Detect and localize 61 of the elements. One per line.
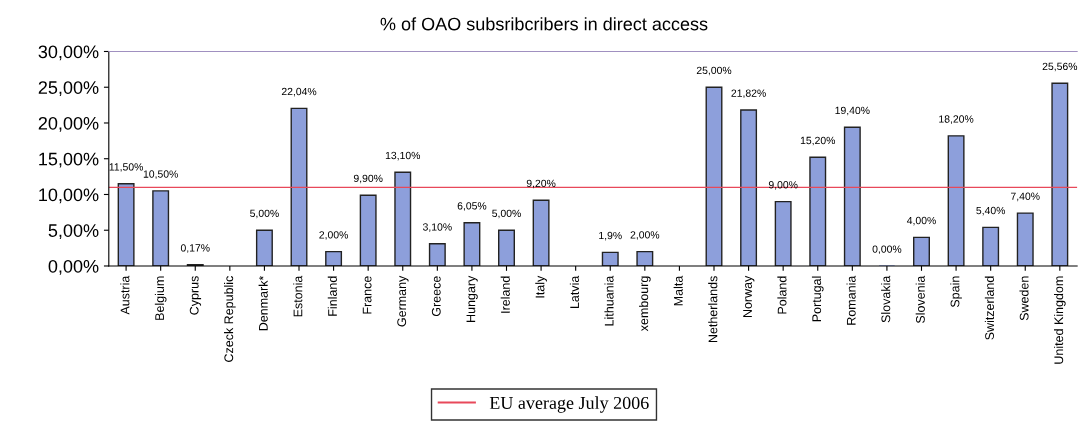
- x-tick-label: Austria: [120, 275, 130, 315]
- x-tick-label: Sweden: [1019, 276, 1029, 321]
- y-tick-label: 20,00%: [38, 116, 99, 132]
- y-tick-label: 25,00%: [38, 81, 99, 97]
- x-tick-label: Netherlands: [708, 276, 718, 343]
- data-label: 18,20%: [939, 115, 974, 124]
- data-label: 9,20%: [526, 179, 556, 189]
- data-label: 3,10%: [422, 223, 452, 232]
- data-label: 2,00%: [319, 231, 348, 240]
- y-tick-label: 15,00%: [39, 152, 99, 168]
- data-label: 1,9%: [599, 231, 622, 241]
- x-tick-label: Cyprus: [189, 276, 202, 315]
- x-tick-label: Slovakia: [881, 275, 891, 323]
- y-tick-label: 30,00%: [38, 45, 99, 61]
- data-label: 4,00%: [906, 216, 936, 226]
- x-tick-label: Slovenia: [915, 275, 925, 324]
- x-tick-label: Malta: [673, 275, 683, 306]
- data-label: 5,00%: [492, 209, 521, 219]
- x-tick-label: France: [362, 276, 372, 314]
- x-tick-label: Estonia: [293, 275, 303, 317]
- data-label: 15,20%: [800, 136, 836, 146]
- x-tick-label: Latvia: [569, 275, 580, 309]
- x-tick-label: Spain: [950, 276, 962, 308]
- data-label: 0,00%: [872, 245, 902, 255]
- x-tick-label: Portugal: [811, 276, 824, 322]
- data-label: 6,05%: [457, 202, 487, 211]
- data-label: 5,00%: [250, 209, 279, 219]
- x-tick-label: Belgium: [154, 276, 167, 320]
- y-tick-label: 10,00%: [39, 188, 99, 204]
- y-tick-label: 5,00%: [48, 224, 99, 240]
- x-tick-label: Greece: [431, 276, 441, 317]
- data-label: 21,82%: [731, 89, 766, 99]
- x-tick-label: Ireland: [500, 276, 510, 313]
- y-tick-label: 0,00%: [48, 259, 99, 275]
- legend-label: EU average July 2006: [489, 396, 649, 413]
- chart-title: % of OAO subsribcribers in direct access: [380, 17, 708, 31]
- data-label: 25,00%: [696, 66, 732, 76]
- x-tick-label: Hungary: [466, 275, 478, 322]
- x-tick-label: xembourg: [639, 276, 651, 332]
- data-label: 13,10%: [385, 151, 421, 161]
- data-label: 10,50%: [143, 170, 178, 179]
- data-label: 11,50%: [109, 163, 143, 172]
- data-label: 2,00%: [630, 231, 660, 240]
- x-tick-label: Italy: [535, 275, 547, 298]
- x-tick-label: Denmark*: [258, 275, 268, 331]
- x-tick-label: Poland: [777, 276, 787, 314]
- x-tick-label: Norway: [743, 275, 755, 318]
- data-label: 5,40%: [976, 206, 1006, 216]
- x-tick-label: Lithuania: [604, 275, 614, 326]
- data-label: 22,04%: [281, 87, 317, 97]
- x-tick-label: Finland: [327, 276, 337, 316]
- data-label: 25,56%: [1042, 62, 1078, 72]
- x-tick-label: United Kingdom: [1054, 276, 1066, 364]
- x-tick-label: Switzerland: [984, 276, 995, 340]
- data-label: 0,17%: [180, 244, 210, 253]
- x-tick-label: Germany: [397, 275, 409, 327]
- data-label: 7,40%: [1011, 192, 1040, 202]
- x-tick-label: Czeck Republic: [224, 276, 236, 362]
- data-label: 9,90%: [353, 174, 383, 184]
- x-tick-label: Romania: [846, 275, 856, 325]
- data-label: 19,40%: [835, 106, 870, 116]
